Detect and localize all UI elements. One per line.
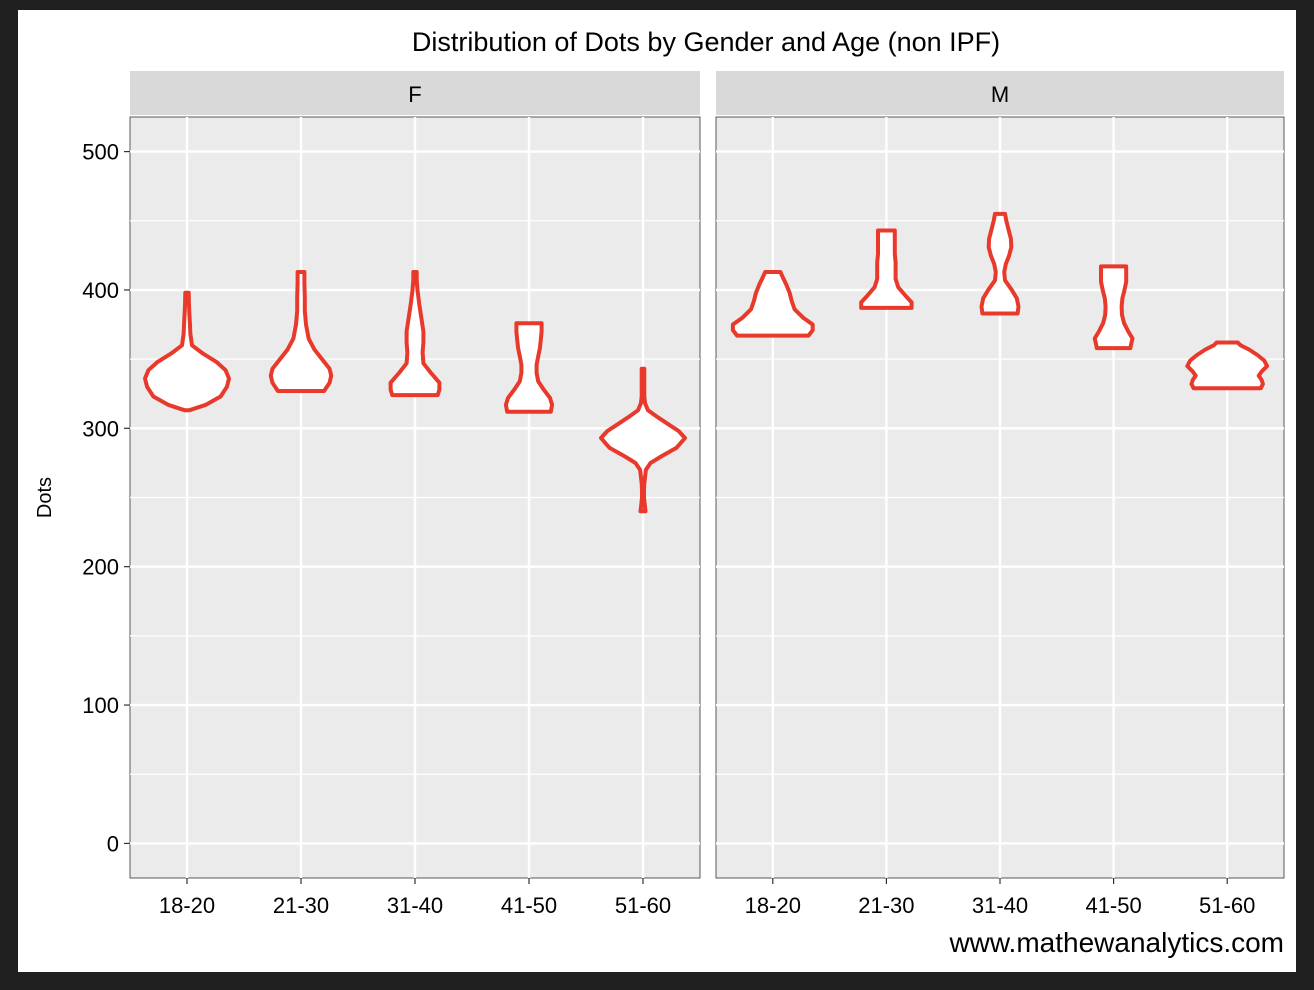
violin-f-18-20 bbox=[143, 290, 231, 413]
watermark-text: www.mathewanalytics.com bbox=[948, 927, 1284, 958]
x-tick-label: 31-40 bbox=[972, 893, 1028, 918]
violin-f-51-60 bbox=[599, 366, 687, 514]
facet-panel-m: M 18-20 21-30 31-40 41-50 51-60 bbox=[715, 71, 1285, 918]
x-tick-label: 51-60 bbox=[1199, 893, 1255, 918]
violin-m-51-60 bbox=[1185, 340, 1270, 391]
facet-strip bbox=[130, 71, 700, 115]
chart-frame: Distribution of Dots by Gender and Age (… bbox=[18, 10, 1296, 972]
x-tick-label: 51-60 bbox=[615, 893, 671, 918]
y-tick-label: 500 bbox=[82, 140, 119, 165]
facet-panel-f: F 18-20 21-30 31-40 41-50 51-60 bbox=[129, 71, 701, 918]
violin-chart: Distribution of Dots by Gender and Age (… bbox=[34, 27, 1285, 958]
y-tick-label: 400 bbox=[82, 278, 119, 303]
x-tick-label: 41-50 bbox=[501, 893, 557, 918]
facet-strip-label: M bbox=[991, 82, 1009, 107]
y-tick-label: 200 bbox=[82, 555, 119, 580]
violin-m-18-20 bbox=[730, 270, 815, 338]
facet-panels: F 18-20 21-30 31-40 41-50 51-60 M 18-20 21-30 31-… bbox=[129, 71, 1285, 918]
y-axis: 0 100 200 300 400 500 bbox=[82, 140, 130, 856]
facet-strip-label: F bbox=[408, 82, 421, 107]
x-tick-label: 41-50 bbox=[1085, 893, 1141, 918]
y-tick-label: 300 bbox=[82, 416, 119, 441]
x-tick-label: 18-20 bbox=[159, 893, 215, 918]
x-tick-label: 21-30 bbox=[858, 893, 914, 918]
facet-strip bbox=[716, 71, 1284, 115]
violin-f-21-30 bbox=[268, 270, 334, 393]
violin-m-41-50 bbox=[1092, 264, 1135, 351]
x-tick-label: 21-30 bbox=[273, 893, 329, 918]
violin-f-41-50 bbox=[503, 321, 555, 414]
y-tick-label: 0 bbox=[107, 831, 119, 856]
x-tick-label: 18-20 bbox=[745, 893, 801, 918]
y-tick-label: 100 bbox=[82, 693, 119, 718]
violin-f-31-40 bbox=[388, 270, 442, 398]
violin-m-21-30 bbox=[859, 228, 914, 310]
violin-m-31-40 bbox=[979, 211, 1021, 316]
chart-title: Distribution of Dots by Gender and Age (… bbox=[412, 27, 1000, 57]
x-tick-label: 31-40 bbox=[387, 893, 443, 918]
y-axis-label: Dots bbox=[34, 477, 56, 518]
